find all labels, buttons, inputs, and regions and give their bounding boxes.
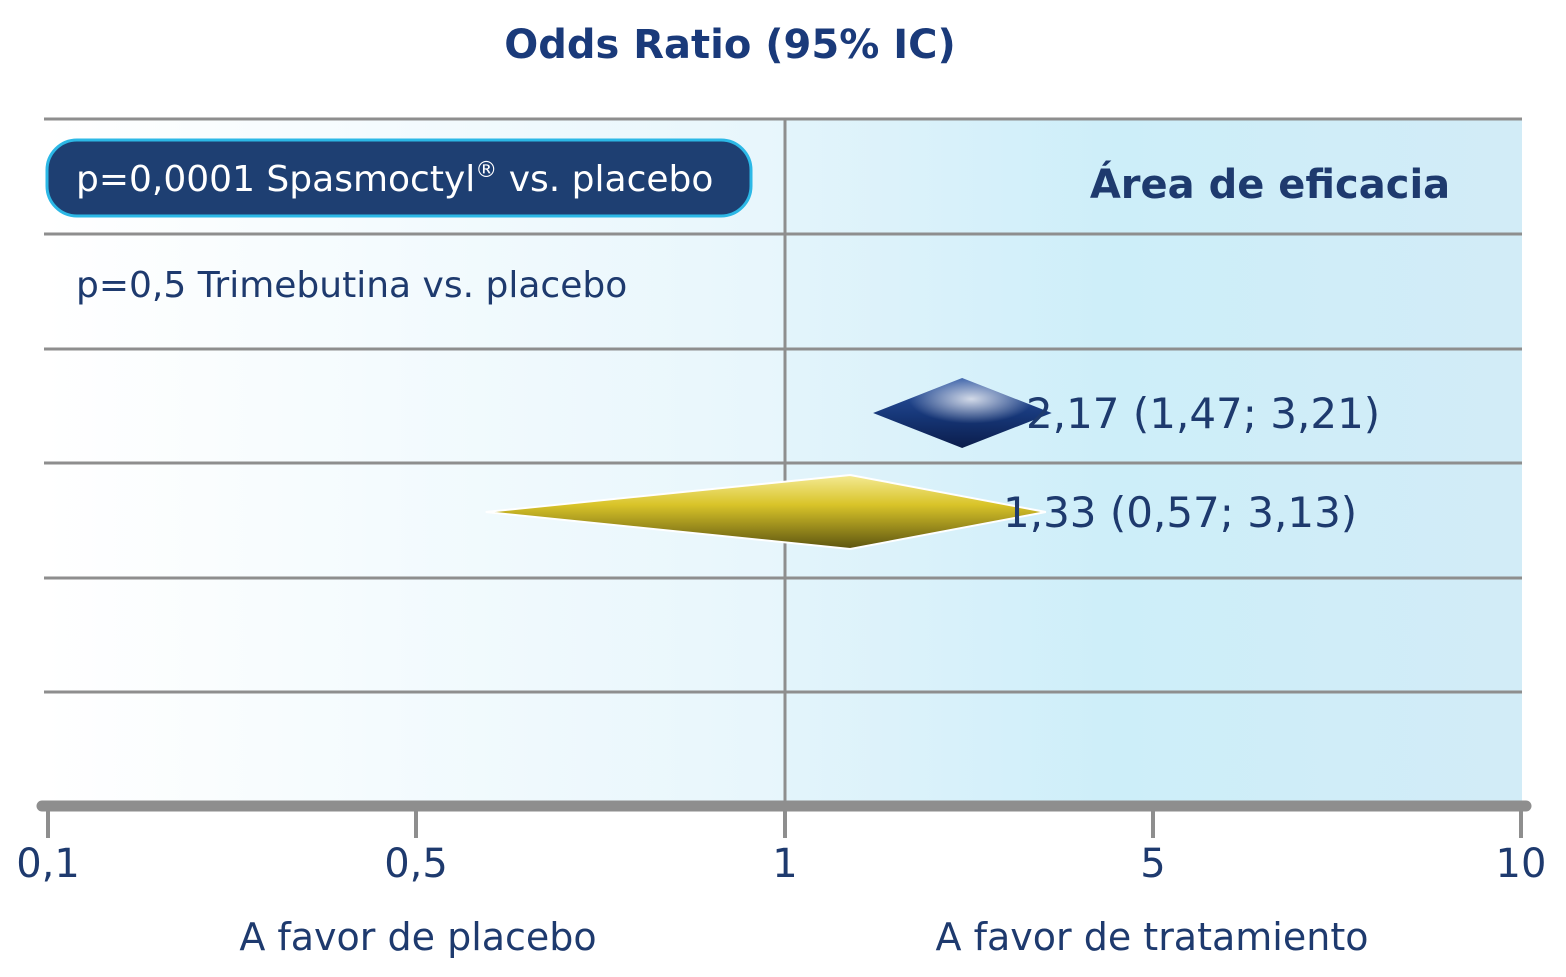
grid-lines bbox=[44, 117, 1522, 805]
chart-title: Odds Ratio (95% IC) bbox=[504, 22, 956, 68]
data-marks: 2,17 (1,47; 3,21) 1,33 (0,57; 3,13) bbox=[485, 378, 1380, 551]
tick-label: 10 bbox=[1496, 841, 1547, 887]
diamond-highlight bbox=[873, 378, 1052, 448]
tick-label: 0,1 bbox=[16, 841, 80, 887]
estimate-label-spasmoctyl: 2,17 (1,47; 3,21) bbox=[1026, 389, 1380, 438]
region-label-treatment: A favor de tratamiento bbox=[936, 915, 1369, 959]
estimate-label-trimebutina: 1,33 (0,57; 3,13) bbox=[1003, 488, 1357, 537]
efficacy-area-label: Área de eficacia bbox=[1090, 160, 1450, 208]
legend: p=0,0001 Spasmoctyl® vs. placebo p=0,5 Tr… bbox=[45, 138, 753, 306]
legend-entry: p=0,0001 Spasmoctyl® vs. placebo bbox=[76, 158, 713, 200]
legend-pill bbox=[45, 138, 753, 218]
legend-entry: p=0,5 Trimebutina vs. placebo bbox=[76, 265, 627, 306]
tick-label: 0,5 bbox=[384, 841, 448, 887]
tick-label: 5 bbox=[1140, 841, 1165, 887]
x-axis: 0,1 0,5 1 5 10 bbox=[16, 800, 1547, 887]
tick-label: 1 bbox=[772, 841, 797, 887]
region-label-placebo: A favor de placebo bbox=[239, 915, 596, 959]
diamond-trimebutina bbox=[485, 473, 1047, 551]
